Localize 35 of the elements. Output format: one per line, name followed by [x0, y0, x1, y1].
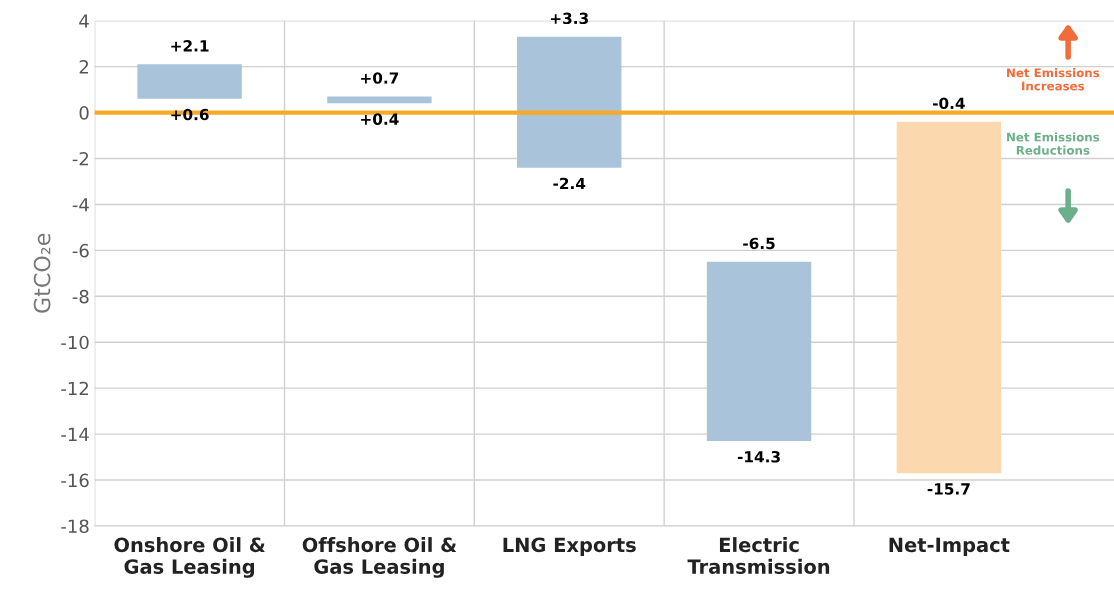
y-tick-label: -4: [72, 198, 89, 212]
y-tick-label: 0: [79, 106, 89, 120]
annotation: +3.3: [550, 12, 588, 25]
annotation: -2.4: [553, 177, 586, 190]
y-tick-label: -12: [61, 381, 89, 396]
x-tick-label: Offshore Oil & Gas Leasing: [302, 537, 457, 578]
annotation: Net Emissions Reductions: [1007, 132, 1100, 155]
annotation: -14.3: [737, 451, 780, 463]
y-tick-label: 4: [79, 14, 89, 28]
x-tick-label: Onshore Oil & Gas Leasing: [114, 537, 265, 578]
bar: [706, 261, 812, 442]
y-tick-label: -2: [72, 151, 89, 166]
annotation: -0.4: [932, 97, 965, 110]
annotation: -15.7: [927, 483, 970, 495]
y-tick-label: -16: [61, 473, 89, 488]
bar: [896, 121, 1002, 474]
bar: [327, 96, 432, 104]
bar: [517, 36, 622, 168]
y-tick-label: 2: [79, 60, 89, 74]
annotation: +2.1: [171, 40, 209, 52]
y-tick-label: -18: [61, 519, 89, 534]
y-tick-label: -10: [61, 335, 89, 350]
annotation: +0.4: [361, 113, 399, 125]
y-tick-label: -8: [72, 289, 89, 304]
x-tick-label: Net-Impact: [889, 537, 1010, 556]
annotation: +0.6: [171, 108, 209, 121]
y-axis-title: GtCO₂e: [33, 233, 51, 313]
x-tick-label: LNG Exports: [503, 537, 636, 556]
annotation: -6.5: [743, 237, 775, 250]
y-tick-label: -14: [61, 427, 89, 441]
y-tick-label: -6: [72, 243, 89, 258]
annotation: +0.7: [361, 72, 399, 84]
x-tick-label: Electric Transmission: [687, 537, 830, 574]
annotation: Net Emissions Increases: [1007, 68, 1100, 91]
bar: [137, 64, 242, 99]
